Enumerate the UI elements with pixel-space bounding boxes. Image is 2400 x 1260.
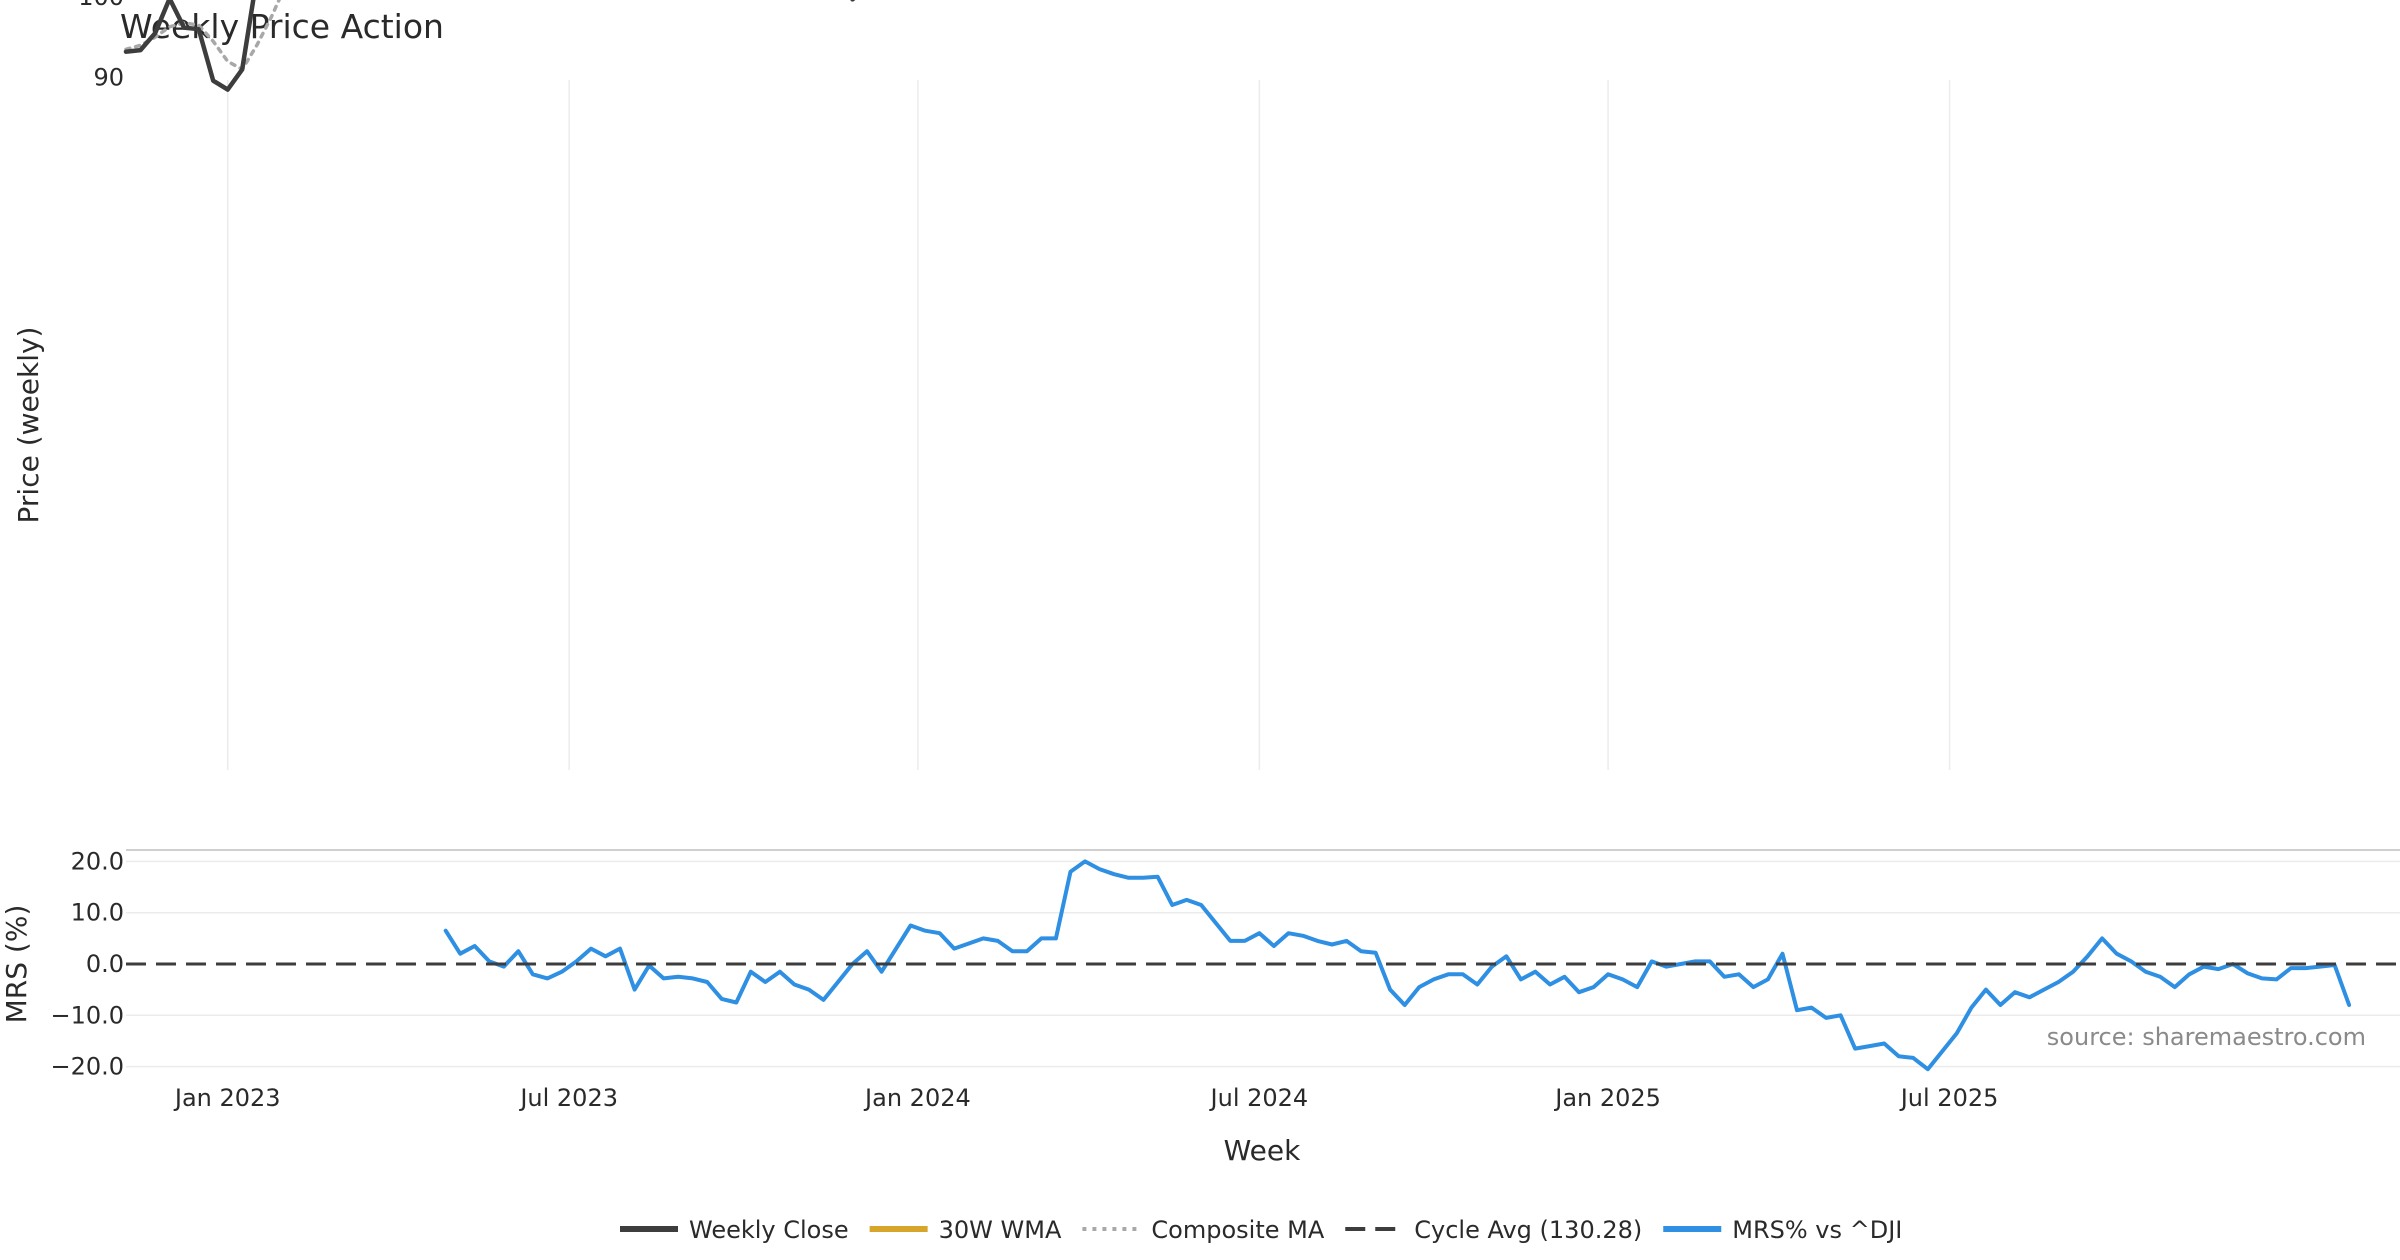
legend: Weekly Close 30W WMA Composite MA Cycle Avg…	[620, 1216, 1902, 1244]
mrs-y-tick-label: 20.0	[71, 847, 124, 875]
x-tick-label: Jul 2025	[1899, 1084, 1999, 1112]
x-axis-title: Week	[1224, 1134, 1301, 1167]
legend-item: MRS% vs ^DJI	[1663, 1216, 1902, 1244]
legend-label: Composite MA	[1151, 1216, 1324, 1244]
mrs-y-tick-label: 0.0	[86, 950, 124, 978]
legend-label: 30W WMA	[939, 1216, 1062, 1244]
weekly-close-line	[123, 0, 856, 92]
price-panel: 90100110120130140150160170Price (weekly)	[12, 0, 1951, 770]
x-tick-label: Jan 2023	[173, 1084, 281, 1112]
mrs-line	[443, 859, 2352, 1072]
legend-label: MRS% vs ^DJI	[1732, 1216, 1902, 1244]
price-y-axis-title: Price (weekly)	[12, 327, 45, 524]
legend-item: Composite MA	[1082, 1216, 1325, 1244]
legend-item: 30W WMA	[869, 1216, 1062, 1244]
mrs-y-tick-label: 10.0	[71, 899, 124, 927]
legend-item: Weekly Close	[620, 1216, 849, 1244]
source-annotation: source: sharemaestro.com	[2047, 1023, 2366, 1051]
legend-item: Cycle Avg (130.28)	[1345, 1216, 1642, 1244]
legend-label: Cycle Avg (130.28)	[1414, 1216, 1642, 1244]
price-y-tick-label: 90	[93, 64, 124, 92]
price-y-tick-label: 100	[78, 0, 124, 11]
mrs-panel: Jan 2023 Jul 2023 Jan 2024 Jul 2024 Jan 2025…	[0, 847, 2400, 1112]
mrs-y-axis-title: MRS (%)	[0, 905, 33, 1024]
legend-label: Weekly Close	[689, 1216, 849, 1244]
x-tick-label: Jan 2024	[863, 1084, 971, 1112]
composite-ma-line	[124, 0, 281, 72]
mrs-y-tick-label: −20.0	[50, 1053, 124, 1081]
x-tick-label: Jul 2024	[1209, 1084, 1309, 1112]
x-tick-label: Jan 2025	[1553, 1084, 1661, 1112]
mrs-y-tick-label: −10.0	[50, 1001, 124, 1029]
x-tick-label: Jul 2023	[518, 1084, 618, 1112]
